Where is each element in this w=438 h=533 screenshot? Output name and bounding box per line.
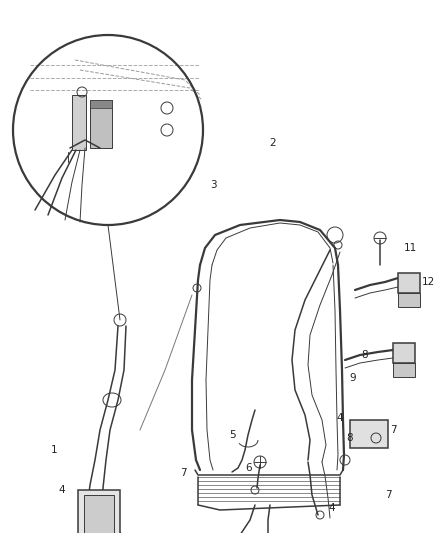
Text: 7: 7	[385, 490, 391, 500]
Text: 11: 11	[403, 243, 417, 253]
Text: 4: 4	[328, 503, 336, 513]
Text: 7: 7	[180, 468, 186, 478]
Text: 12: 12	[421, 277, 434, 287]
Text: 6: 6	[246, 463, 252, 473]
Bar	[72, 95, 86, 150]
Text: 9: 9	[350, 373, 356, 383]
Text: 3: 3	[210, 180, 216, 190]
Text: 2: 2	[270, 138, 276, 148]
Bar	[84, 495, 114, 533]
Text: 8: 8	[347, 433, 353, 443]
Bar	[90, 100, 112, 148]
Text: 4: 4	[59, 485, 65, 495]
Bar	[398, 293, 420, 307]
Text: 8: 8	[362, 350, 368, 360]
Text: 4: 4	[337, 413, 343, 423]
Text: 1: 1	[51, 445, 57, 455]
Bar	[90, 100, 112, 108]
Bar	[398, 273, 420, 293]
Bar	[78, 490, 120, 533]
Text: 7: 7	[390, 425, 396, 435]
Bar	[393, 363, 415, 377]
Text: 5: 5	[229, 430, 235, 440]
Bar	[350, 420, 388, 448]
Bar	[393, 343, 415, 363]
